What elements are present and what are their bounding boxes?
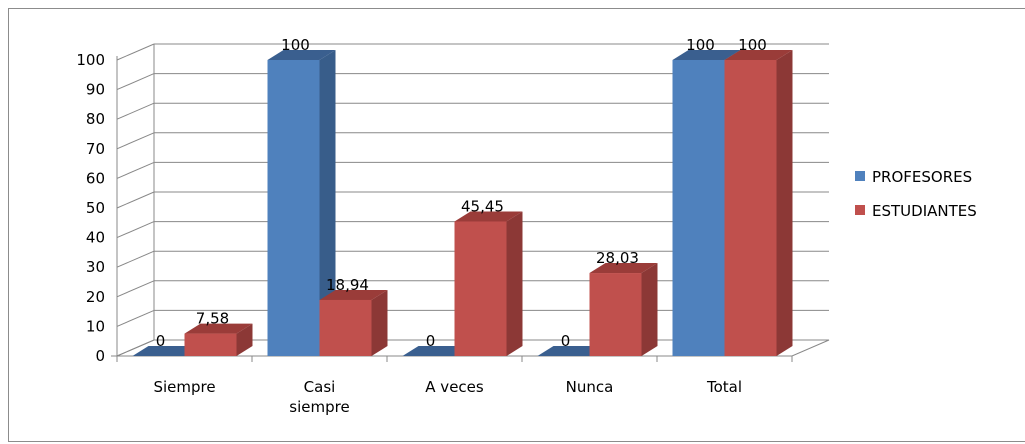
y-tick-label: 10 <box>86 317 105 335</box>
legend-label: ESTUDIANTES <box>872 202 977 220</box>
bar-side <box>776 50 793 356</box>
y-tick-label: 40 <box>86 229 105 247</box>
bar-estudiantes-siempre <box>184 323 253 356</box>
data-label: 0 <box>156 332 166 350</box>
bar-front <box>724 60 777 356</box>
bar-top <box>132 346 201 356</box>
bar-front <box>184 333 237 356</box>
bar-top <box>454 211 523 222</box>
legend-swatch <box>855 205 865 215</box>
legend: PROFESORES ESTUDIANTES <box>855 168 977 220</box>
y-tick-label: 0 <box>95 347 105 365</box>
bar-side <box>371 289 388 356</box>
bar-estudiantes-casi-siempre <box>319 289 388 356</box>
bar-front <box>589 273 642 356</box>
gridline-side <box>116 132 155 150</box>
gridline-side <box>116 191 155 209</box>
gridline-side <box>116 43 155 61</box>
bar-side <box>236 323 253 356</box>
bar-profesores-a-veces <box>402 346 471 356</box>
gridline-side <box>116 309 155 327</box>
bar-front <box>454 221 507 356</box>
bar-estudiantes-nunca <box>589 263 658 356</box>
category-label: siempre <box>289 398 349 416</box>
legend-label: PROFESORES <box>872 168 972 186</box>
bar-front <box>319 299 372 356</box>
bar-top <box>589 263 658 274</box>
gridline-side <box>116 280 155 298</box>
bar-top <box>319 289 388 300</box>
category-label: Total <box>706 378 742 396</box>
data-label: 7,58 <box>196 310 229 328</box>
labels: 0 10 20 30 40 50 60 70 80 90 100 0 7,58 Siempre 100 18,… <box>76 36 766 416</box>
y-tick-label: 60 <box>86 169 105 187</box>
y-tick-label: 50 <box>86 199 105 217</box>
bars <box>132 50 793 356</box>
bar-front <box>267 60 320 356</box>
y-tick-label: 100 <box>76 51 105 69</box>
category-label: Siempre <box>153 378 215 396</box>
gridline-side <box>116 221 155 239</box>
bar-side <box>641 263 658 356</box>
bar-estudiantes-a-veces <box>454 211 523 356</box>
y-tick-label: 80 <box>86 110 105 128</box>
bar-top <box>724 50 793 60</box>
bar-profesores-casi-siempre <box>267 50 336 356</box>
bar-side <box>506 211 523 356</box>
data-label: 45,45 <box>461 197 504 215</box>
y-tick-label: 70 <box>86 140 105 158</box>
bar-profesores-nunca <box>537 346 606 356</box>
bar-profesores-siempre <box>132 346 201 356</box>
bar-top <box>267 50 336 60</box>
data-label: 0 <box>561 332 571 350</box>
bar-top <box>672 50 741 60</box>
gridline-side <box>116 102 155 120</box>
legend-swatch <box>855 171 865 181</box>
bar-estudiantes-total <box>724 50 793 356</box>
data-label: 100 <box>738 36 767 54</box>
category-label: A veces <box>425 378 484 396</box>
data-label: 0 <box>426 332 436 350</box>
gridline-side <box>116 250 155 268</box>
gridline-side <box>116 161 155 179</box>
bar-front <box>672 60 725 356</box>
gridline-side <box>116 73 155 91</box>
data-label: 100 <box>686 36 715 54</box>
bar-side <box>319 50 336 356</box>
data-label: 28,03 <box>596 249 639 267</box>
category-label: Casi <box>304 378 336 396</box>
data-label: 18,94 <box>326 276 369 294</box>
bar-top <box>537 346 606 356</box>
y-tick-label: 30 <box>86 258 105 276</box>
category-label: Nunca <box>566 378 614 396</box>
y-tick-label: 20 <box>86 288 105 306</box>
data-label: 100 <box>281 36 310 54</box>
y-tick-label: 90 <box>86 81 105 99</box>
bar-top <box>184 323 253 334</box>
bar-top <box>402 346 471 356</box>
